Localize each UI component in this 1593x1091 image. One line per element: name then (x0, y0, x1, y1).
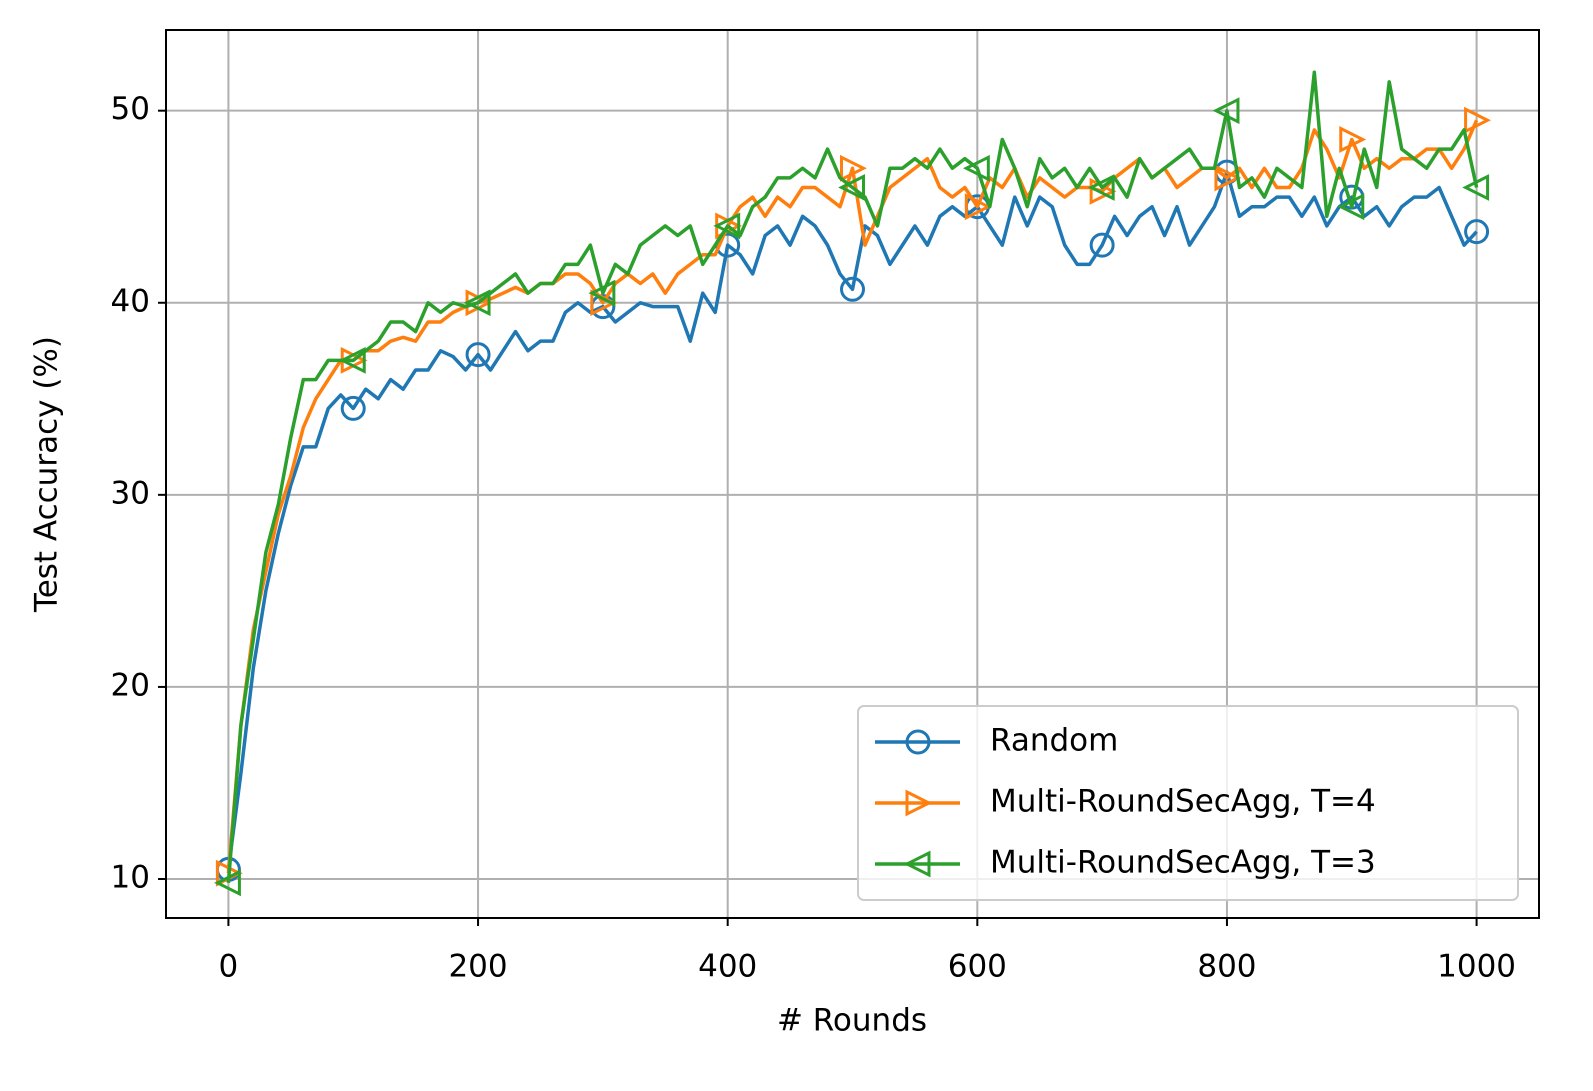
marker (465, 342, 491, 368)
y-tick-label: 20 (111, 667, 150, 703)
marker (838, 174, 865, 201)
marker (713, 212, 741, 240)
marker (1214, 164, 1242, 192)
marker (463, 289, 491, 317)
y-tick-label: 40 (111, 283, 150, 319)
marker (588, 279, 616, 307)
x-tick-label: 400 (698, 949, 757, 985)
y-tick-label: 50 (111, 91, 150, 127)
plot-frame (165, 29, 1540, 919)
x-axis-label: # Rounds (777, 1003, 927, 1039)
y-tick-label: 30 (111, 475, 150, 511)
legend-label: Multi-RoundSecAgg, T=4 (990, 784, 1376, 820)
x-tick-label: 600 (948, 949, 1007, 985)
x-tick-label: 1000 (1437, 949, 1516, 985)
series-line (226, 170, 1478, 870)
x-tick-label: 0 (219, 949, 239, 985)
marker (1464, 106, 1491, 134)
legend-label: Multi-RoundSecAgg, T=3 (990, 845, 1376, 881)
marker (962, 154, 990, 182)
marker (1212, 97, 1240, 125)
marker (214, 869, 241, 897)
marker (1337, 193, 1365, 221)
marker (964, 193, 992, 221)
marker (1339, 126, 1367, 153)
marker (340, 395, 366, 421)
marker (905, 729, 931, 755)
series-line (226, 119, 1479, 874)
marker (903, 850, 931, 878)
marker (840, 276, 865, 302)
legend: Random Multi-RoundSecAgg, T=4 Multi-RoundS… (857, 705, 1519, 901)
marker (1089, 232, 1115, 258)
legend-box (857, 705, 1519, 901)
y-axis-label: Test Accuracy (%) (29, 336, 65, 613)
marker (840, 154, 867, 182)
x-tick-label: 200 (448, 949, 507, 985)
marker (1462, 174, 1490, 201)
y-tick-label: 10 (111, 860, 150, 896)
legend-label: Random (990, 723, 1118, 759)
marker (905, 789, 933, 817)
series-line (226, 70, 1479, 883)
marker (1464, 219, 1490, 245)
x-tick-label: 800 (1197, 949, 1256, 985)
marker (1087, 174, 1115, 201)
marker (338, 346, 366, 374)
